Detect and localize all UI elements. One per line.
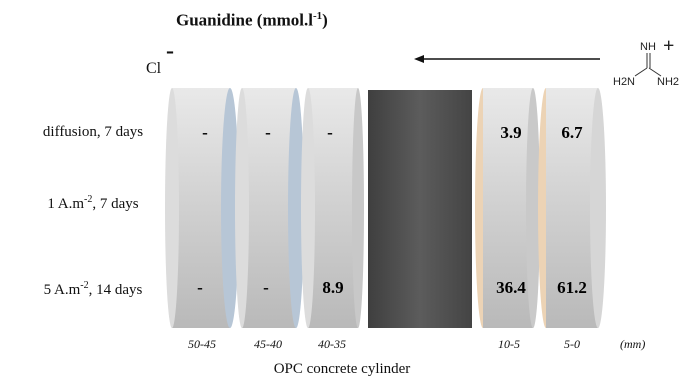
- guanidine-nh2: NH2: [657, 76, 679, 88]
- segment-label-40-35: 40-35: [318, 337, 346, 351]
- cell-diffusion-40-35: -: [327, 123, 333, 142]
- segment-label-5-0: 5-0: [564, 337, 580, 351]
- title-text: Guanidine (mmol.l: [176, 10, 313, 30]
- guanidine-nh: NH: [640, 41, 656, 53]
- segment-10-5: [475, 88, 540, 328]
- title-superscript: -1: [312, 10, 323, 22]
- segment-50-45: [165, 88, 239, 328]
- row-label-1a-rest: , 7 days: [92, 196, 139, 212]
- cell-5a-5-0: 61.2: [557, 278, 587, 297]
- guanidine-charge: +: [663, 35, 674, 57]
- segment-45-40: [235, 88, 304, 328]
- row-label-5a-rest: , 14 days: [88, 282, 143, 298]
- row-label-diffusion: diffusion, 7 days: [42, 124, 144, 140]
- row-label-1a: 1 A.m-2, 7 days: [18, 194, 168, 213]
- segment-label-45-40: 45-40: [254, 337, 282, 351]
- chloride-symbol: Cl: [146, 60, 162, 77]
- cell-5a-40-35: 8.9: [322, 278, 343, 297]
- row-label-5a-text: 5 A.m: [43, 282, 81, 298]
- row-label-1a-sup: -2: [84, 194, 93, 205]
- cell-5a-50-45: -: [197, 278, 203, 297]
- row-label-5a: 5 A.m-2, 14 days: [18, 280, 168, 299]
- cell-diffusion-5-0: 6.7: [561, 123, 583, 142]
- segment-40-35: [301, 88, 364, 328]
- row-label-1a-text: 1 A.m: [47, 196, 85, 212]
- cell-diffusion-45-40: -: [265, 123, 271, 142]
- row-label-5a-sup: -2: [80, 280, 89, 291]
- cell-diffusion-50-45: -: [202, 123, 208, 142]
- cell-5a-10-5: 36.4: [496, 278, 526, 297]
- chloride-charge: -: [166, 38, 174, 64]
- segment-5-0: [538, 88, 606, 328]
- diagram-title: Guanidine (mmol.l-1): [176, 10, 328, 31]
- migration-arrow: [414, 55, 600, 63]
- unit-label: (mm): [620, 337, 646, 351]
- segment-label-10-5: 10-5: [498, 337, 520, 351]
- guanidine-structure-icon: NH H2N NH2 +: [613, 35, 679, 88]
- title-close: ): [322, 10, 328, 30]
- middle-segment: [368, 90, 472, 328]
- cell-5a-45-40: -: [263, 278, 269, 297]
- footer-caption: OPC concrete cylinder: [273, 361, 411, 377]
- cell-diffusion-10-5: 3.9: [500, 123, 521, 142]
- guanidine-h2n: H2N: [613, 76, 635, 88]
- segment-label-50-45: 50-45: [188, 337, 216, 351]
